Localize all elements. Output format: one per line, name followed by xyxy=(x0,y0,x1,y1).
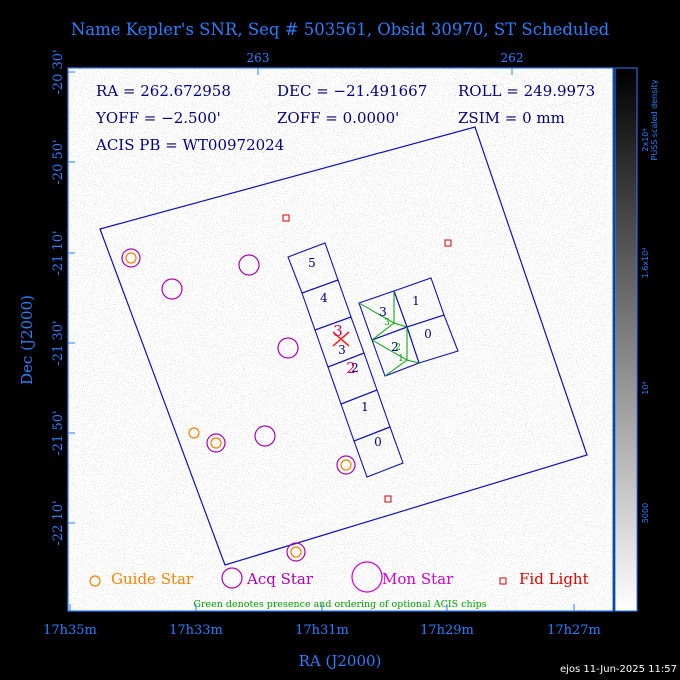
target-chip-label: 2 xyxy=(346,359,356,377)
left-tick-marks xyxy=(68,71,75,524)
chip-label: 2 xyxy=(351,361,359,375)
target-marker xyxy=(332,331,350,347)
zsim-value: ZSIM = 0 mm xyxy=(458,109,565,127)
legend-mon-icon xyxy=(351,561,383,593)
guide-stars xyxy=(125,252,352,558)
optional-order-labels: 3 2 1 xyxy=(384,318,404,364)
chip-label: 5 xyxy=(308,256,316,270)
left-tick-label: -21 30' xyxy=(51,320,66,365)
acq-star xyxy=(161,278,183,300)
fid-lights xyxy=(282,214,452,503)
colorbar-tick: 5000 xyxy=(641,503,650,523)
target-chip-label: 3 xyxy=(333,322,343,340)
dec-value: DEC = −21.491667 xyxy=(277,82,427,100)
chip-label: 1 xyxy=(361,400,369,414)
optional-order-label: 1 xyxy=(398,354,404,364)
left-tick-label: -22 10' xyxy=(51,500,66,545)
bottom-tick-marks xyxy=(69,604,575,611)
chip-label: 1 xyxy=(412,294,420,308)
bottom-tick-label: 17h33m xyxy=(169,623,223,638)
legend: Guide Star Acq Star Mon Star Fid Light G… xyxy=(89,561,589,610)
chip-label: 0 xyxy=(424,327,432,341)
acq-star xyxy=(286,542,306,562)
acq-stars xyxy=(121,248,356,562)
acq-star xyxy=(254,425,276,447)
acq-star xyxy=(121,248,141,268)
chip-label: 0 xyxy=(374,435,382,449)
acis-s-labels: 5 4 3 2 1 0 xyxy=(308,256,382,449)
bottom-tick-label: 17h29m xyxy=(420,623,474,638)
yoff-value: YOFF = −2.500' xyxy=(95,109,221,127)
acq-star xyxy=(336,455,356,475)
guide-star xyxy=(125,252,137,264)
legend-fid-icon xyxy=(499,577,507,585)
optional-order-label: 2 xyxy=(395,343,401,353)
colorbar-title: PUSS scaled density xyxy=(650,79,659,160)
fid-light xyxy=(444,239,452,247)
legend-acq-icon xyxy=(221,567,243,589)
chip-label: 4 xyxy=(320,291,328,305)
acis-pb-value: ACIS PB = WT00972024 xyxy=(95,136,284,154)
left-axis: -20 30' -20 50' -21 10' -21 30' -21 50' … xyxy=(51,49,66,545)
legend-mon-label: Mon Star xyxy=(382,570,454,588)
acq-star xyxy=(206,433,226,453)
left-tick-label: -20 50' xyxy=(51,139,66,184)
top-tick-label: 262 xyxy=(501,51,524,65)
legend-guide-icon xyxy=(89,575,101,587)
pointing-info: RA = 262.672958 DEC = −21.491667 ROLL = … xyxy=(95,82,595,154)
guide-star xyxy=(340,459,352,471)
fid-light xyxy=(282,214,290,222)
colorbar-tick: 2x10⁴ xyxy=(641,128,650,151)
left-tick-label: -21 50' xyxy=(51,410,66,455)
roll-value: ROLL = 249.9973 xyxy=(458,82,595,100)
colorbar xyxy=(615,68,637,611)
zoff-value: ZOFF = 0.0000' xyxy=(277,109,399,127)
acq-star xyxy=(238,254,260,276)
bottom-axis: 17h35m 17h33m 17h31m 17h29m 17h27m xyxy=(43,623,601,638)
top-axis: 263 262 xyxy=(247,51,524,65)
y-axis-label: Dec (J2000) xyxy=(18,295,36,385)
plot-title: Name Kepler's SNR, Seq # 503561, Obsid 3… xyxy=(71,20,610,39)
field-of-view-outline xyxy=(99,126,588,566)
x-axis-label: RA (J2000) xyxy=(299,652,382,670)
acis-s-array xyxy=(287,242,404,478)
guide-star xyxy=(290,546,302,558)
footer-timestamp: ejos 11-Jun-2025 11:57 xyxy=(560,664,677,675)
chip-label: 2 xyxy=(391,340,399,354)
fid-light xyxy=(384,495,392,503)
colorbar-tick: 1.6x10⁴ xyxy=(641,248,650,279)
colorbar-tick: 10⁴ xyxy=(641,381,650,394)
optional-order-label: 3 xyxy=(384,318,390,328)
legend-fid-label: Fid Light xyxy=(519,570,589,588)
bottom-tick-label: 17h35m xyxy=(43,623,97,638)
bottom-tick-label: 17h27m xyxy=(547,623,601,638)
chip-label: 3 xyxy=(338,343,346,357)
target-labels: 3 2 xyxy=(333,322,356,377)
chip-label: 3 xyxy=(379,305,387,319)
top-tick-label: 263 xyxy=(247,51,270,65)
top-tick-marks xyxy=(257,68,513,75)
acq-star xyxy=(277,337,299,359)
guide-star xyxy=(210,437,222,449)
bottom-tick-label: 17h31m xyxy=(295,623,349,638)
left-tick-label: -20 30' xyxy=(51,49,66,94)
colorbar-frame xyxy=(614,67,638,612)
left-tick-label: -21 10' xyxy=(51,230,66,275)
legend-note: Green denotes presence and ordering of o… xyxy=(193,599,486,610)
legend-guide-label: Guide Star xyxy=(111,570,194,588)
ra-value: RA = 262.672958 xyxy=(96,82,231,100)
colorbar-labels: PUSS scaled density 2x10⁴ 1.6x10⁴ 10⁴ 50… xyxy=(641,79,659,523)
acis-i-optional-marks xyxy=(358,291,420,377)
legend-acq-label: Acq Star xyxy=(246,570,314,588)
plot-frame xyxy=(67,67,614,612)
guide-star xyxy=(188,427,200,439)
acis-i-labels: 1 0 3 2 xyxy=(379,294,432,354)
